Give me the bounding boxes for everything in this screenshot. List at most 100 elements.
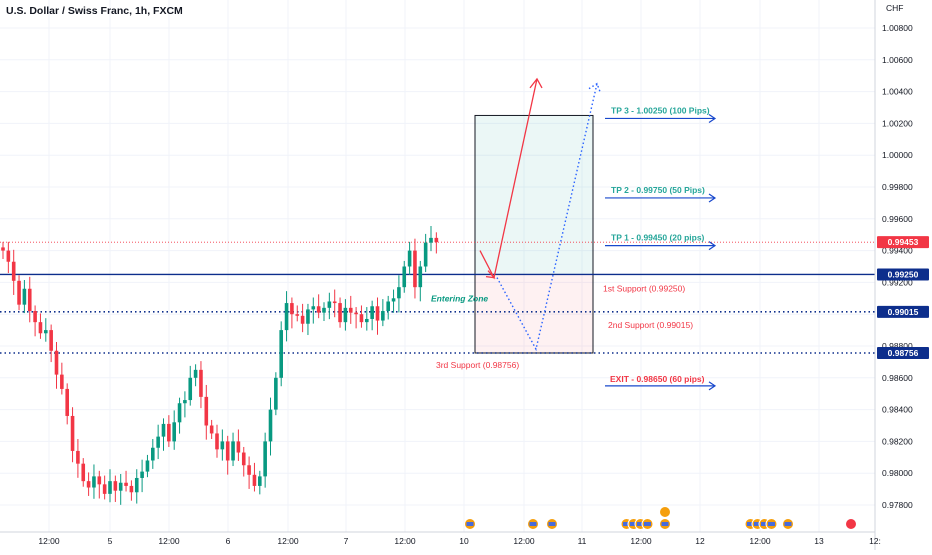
candle-body <box>92 476 96 488</box>
y-tick-label: 0.98000 <box>882 468 913 478</box>
x-tick-label: 6 <box>226 536 231 546</box>
candle-body <box>311 306 316 310</box>
y-tick-label: 1.00800 <box>882 23 913 33</box>
candle-body <box>274 377 278 410</box>
candle-body <box>102 484 107 494</box>
candle-body <box>241 452 246 466</box>
candle-body <box>60 374 64 389</box>
x-tick-label: 12:00 <box>277 536 299 546</box>
y-tick-label: 0.98400 <box>882 405 913 415</box>
support-label-2: 2nd Support (0.99015) <box>608 320 693 330</box>
candle-body <box>391 298 396 302</box>
projection-dotted-head <box>588 82 601 92</box>
candle-body <box>17 280 21 305</box>
candle-body <box>161 423 166 437</box>
candle-body <box>118 482 123 491</box>
level-labels: TP 3 - 1.00250 (100 Pips) TP 2 - 0.99750 … <box>431 105 717 391</box>
candle-body <box>386 301 390 312</box>
candle-body <box>407 250 412 267</box>
event-flag-icon <box>623 522 630 526</box>
event-flag-icon <box>768 522 775 526</box>
candle-body <box>1 247 5 251</box>
loss-zone <box>475 274 593 353</box>
y-tick-label: 0.98200 <box>882 436 913 446</box>
tp-arrow-head <box>708 193 717 203</box>
currency-label: CHF <box>886 3 903 13</box>
y-tick-label: 1.00000 <box>882 150 913 160</box>
y-tick-label: 1.00400 <box>882 87 913 97</box>
x-tick-label: 12 <box>695 536 705 546</box>
symbol-title: U.S. Dollar / Swiss Franc, 1h, FXCM <box>6 5 183 17</box>
x-tick-label: 12:00 <box>630 536 652 546</box>
x-tick-label: 12: <box>869 536 881 546</box>
event-flag-icon <box>637 522 644 526</box>
candle-body <box>151 447 155 461</box>
candle-body <box>113 481 118 491</box>
y-tick-label: 0.99600 <box>882 214 913 224</box>
candle-body <box>204 396 209 426</box>
event-icons[interactable] <box>464 506 857 530</box>
x-tick-label: 13 <box>814 536 824 546</box>
x-tick-label: 10 <box>459 536 469 546</box>
price-tag-3 <box>877 346 929 359</box>
price-tag-label: 0.98756 <box>888 348 919 358</box>
candle-body <box>86 481 91 488</box>
candle-body <box>140 471 144 478</box>
candle-body <box>327 301 332 308</box>
candle-body <box>423 242 428 267</box>
long-position-tool[interactable] <box>474 114 594 354</box>
candles[interactable] <box>1 225 439 505</box>
candle-body <box>268 409 273 442</box>
candle-body <box>236 441 241 453</box>
position-frame <box>474 114 594 354</box>
candle-body <box>177 403 182 423</box>
candle-body <box>316 306 321 313</box>
candle-body <box>199 369 203 397</box>
candle-body <box>348 307 353 313</box>
candle-body <box>247 465 251 475</box>
x-tick-label: 12:00 <box>38 536 60 546</box>
event-flag-icon <box>661 522 669 526</box>
candle-body <box>215 433 219 450</box>
y-tick-label: 0.99800 <box>882 182 913 192</box>
time-axis[interactable]: 12:00 5 12:00 6 12:00 7 12:00 10 12:00 11 12:00 12 1… <box>0 531 881 546</box>
candle-body <box>322 307 326 313</box>
candle-body <box>370 306 374 319</box>
candle-body <box>33 311 37 323</box>
candle-body <box>209 425 214 434</box>
candle-body <box>6 250 11 262</box>
y-tick-label: 1.00600 <box>882 55 913 65</box>
event-icon <box>659 506 671 518</box>
candle-body <box>70 415 75 451</box>
candle-body <box>22 288 27 305</box>
x-tick-label: 7 <box>344 536 349 546</box>
price-axis[interactable]: CHF 1.00800 1.00600 1.00400 1.00200 1.00000 0… <box>874 0 932 550</box>
tp-label-1: TP 1 - 0.99450 (20 pips) <box>611 233 705 243</box>
candle-body <box>263 441 267 477</box>
candle-body <box>343 307 348 323</box>
current-price-tag <box>877 236 929 249</box>
candle-body <box>183 400 187 404</box>
candle-body <box>11 261 16 281</box>
candle-body <box>188 377 193 401</box>
candle-body <box>284 303 289 331</box>
y-tick-label: 0.98600 <box>882 373 913 383</box>
candle-body <box>172 422 176 442</box>
candle-body <box>252 474 257 486</box>
support-label-3: 3rd Support (0.98756) <box>436 360 519 370</box>
candle-body <box>220 441 225 450</box>
projection-arrows <box>479 77 601 352</box>
price-tag-label: 0.99250 <box>888 269 919 279</box>
candle-body <box>145 460 150 472</box>
y-tick-label: 0.99400 <box>882 246 913 256</box>
candle-body <box>402 266 407 288</box>
support-levels <box>0 241 875 354</box>
candle-body <box>54 350 59 375</box>
x-tick-label: 11 <box>578 536 587 546</box>
event-flag-icon <box>630 522 637 526</box>
x-tick-label: 12:00 <box>513 536 535 546</box>
y-tick-label: 0.98800 <box>882 341 913 351</box>
candle-body <box>434 237 439 243</box>
